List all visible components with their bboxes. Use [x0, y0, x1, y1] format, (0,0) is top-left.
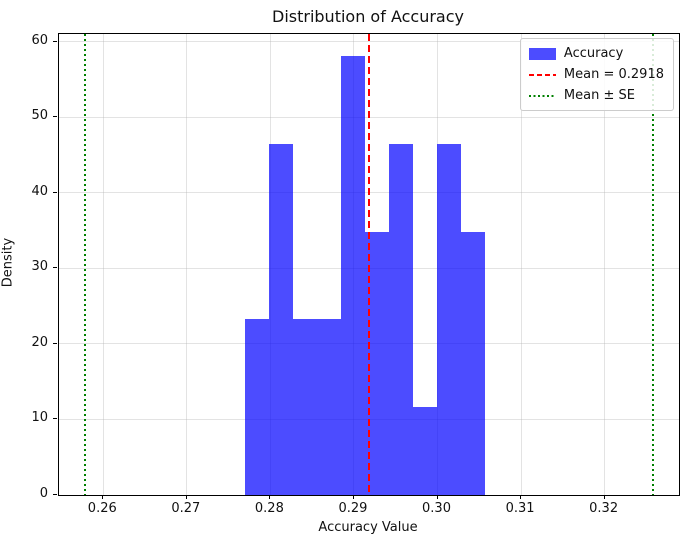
legend-item-se: Mean ± SE — [528, 88, 664, 103]
x-tick-label: 0.29 — [338, 501, 368, 516]
x-gridline — [604, 34, 606, 495]
y-tick-label: 0 — [39, 486, 48, 501]
x-tick-label: 0.30 — [422, 501, 451, 516]
histogram-bar — [245, 319, 270, 495]
y-tick-label: 10 — [31, 410, 48, 426]
se-line — [83, 34, 86, 495]
legend-label: Mean ± SE — [563, 88, 635, 103]
x-tick-mark — [269, 495, 271, 499]
legend-label: Mean = 0.2918 — [563, 67, 664, 82]
histogram-swatch-icon — [528, 47, 556, 60]
dotted-line-swatch-icon — [528, 94, 556, 97]
x-gridline — [102, 34, 104, 495]
x-gridline — [186, 34, 188, 495]
y-tick-label: 40 — [31, 183, 48, 199]
x-tick-label: 0.27 — [171, 501, 201, 516]
y-tick-mark — [53, 418, 57, 420]
y-tick-label: 30 — [31, 259, 48, 275]
y-tick-mark — [53, 191, 57, 193]
x-gridline — [520, 34, 522, 495]
histogram-bar — [317, 319, 342, 495]
mean-line — [368, 34, 370, 495]
se-line — [652, 34, 655, 495]
x-tick-mark — [520, 495, 522, 499]
legend: Accuracy Mean = 0.2918 Mean ± SE — [519, 38, 674, 111]
histogram-bar — [365, 231, 390, 495]
y-tick-mark — [53, 116, 57, 118]
x-tick-mark — [603, 495, 605, 499]
y-tick-mark — [53, 342, 57, 344]
x-tick-mark — [185, 495, 187, 499]
y-tick-mark — [53, 494, 57, 495]
y-tick-label: 60 — [31, 32, 48, 48]
x-tick-label: 0.28 — [254, 501, 284, 516]
chart-title: Distribution of Accuracy — [272, 7, 464, 26]
y-tick-label: 50 — [31, 108, 48, 124]
histogram-bar — [269, 143, 294, 495]
dashed-line-swatch-icon — [528, 73, 556, 76]
histogram-bar — [389, 143, 414, 495]
histogram-bar — [437, 143, 461, 495]
x-axis-label: Accuracy Value — [318, 520, 418, 535]
x-tick-mark — [436, 495, 438, 499]
histogram-bar — [461, 231, 485, 495]
x-tick-mark — [102, 495, 104, 499]
y-tick-label: 20 — [31, 334, 48, 350]
histogram-bar — [293, 319, 318, 495]
x-tick-label: 0.26 — [87, 501, 117, 516]
y-tick-mark — [53, 267, 57, 269]
legend-label: Accuracy — [563, 46, 624, 61]
x-tick-label: 0.31 — [505, 501, 535, 516]
histogram-bar — [413, 407, 438, 495]
plot-area: Accuracy Mean = 0.2918 Mean ± SE — [58, 33, 680, 496]
y-tick-mark — [53, 40, 57, 42]
legend-item-accuracy: Accuracy — [528, 46, 664, 61]
x-tick-mark — [352, 495, 354, 499]
histogram-bar — [341, 55, 366, 495]
x-tick-label: 0.32 — [589, 501, 619, 516]
legend-item-mean: Mean = 0.2918 — [528, 67, 664, 82]
